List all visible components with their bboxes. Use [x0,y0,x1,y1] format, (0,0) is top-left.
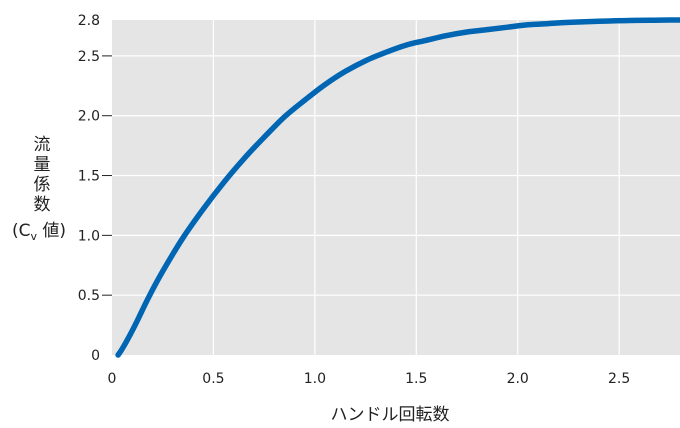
y-tick-label: 1.0 [78,228,100,244]
y-axis-title-suffix: 値) [37,221,66,241]
y-axis-title-subscript: v [30,230,37,243]
y-axis-title-open-paren: ( [12,221,19,241]
y-axis-title-unit: (Cv 値) [12,221,66,243]
y-tick-label: 1.5 [78,169,100,185]
x-tick-label: 2.0 [507,371,529,387]
series-layer [115,17,680,358]
y-tick-label: 2.0 [78,109,100,125]
x-tick-label: 1.5 [405,371,427,387]
y-axis-title-char: 量 [34,155,51,175]
y-axis-title-char: 係 [34,175,51,195]
y-axis-title-char: 流 [34,135,51,155]
y-axis-title-char: 数 [34,195,51,215]
x-tick-label: 0.5 [202,371,224,387]
series-line [115,17,680,358]
y-axis: 0 0.5 1.0 1.5 2.0 2.5 2.8 [78,13,112,364]
y-tick-label: 0.5 [78,288,100,304]
y-axis-title: 流 量 係 数 (Cv 値) [12,135,66,243]
y-tick-label: 2.5 [78,49,100,65]
x-axis-title: ハンドル回転数 [331,405,450,425]
x-tick-label: 1.0 [304,371,326,387]
x-tick-label: 0 [108,371,117,387]
grid-lines [112,20,680,355]
plot-area [112,20,680,355]
y-tick-label: 2.8 [78,13,100,29]
x-tick-label: 2.5 [608,371,630,387]
y-axis-title-base: C [19,221,31,241]
x-axis: 0 0.5 1.0 1.5 2.0 2.5 [108,371,631,387]
y-tick-label: 0 [91,348,100,364]
